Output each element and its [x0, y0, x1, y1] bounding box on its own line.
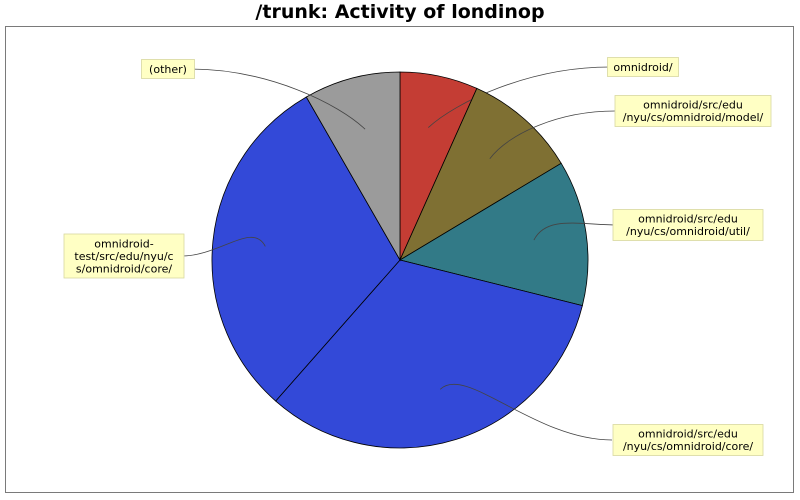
slice-label: omnidroid/ [607, 57, 679, 77]
svg-text:omnidroid/src/edu/nyu/cs/omnid: omnidroid/src/edu/nyu/cs/omnidroid/model… [623, 99, 764, 125]
callout-line [533, 222, 619, 241]
slice-label: omnidroid/src/edu/nyu/cs/omnidroid/core/ [612, 424, 764, 456]
svg-text:(other): (other) [149, 63, 187, 76]
pie-slice [305, 71, 401, 262]
slice-label: omnidroid/src/edu/nyu/cs/omnidroid/util/ [612, 209, 764, 241]
callout-line [181, 236, 266, 257]
svg-text:omnidroid/src/edu/nyu/cs/omnid: omnidroid/src/edu/nyu/cs/omnidroid/core/ [623, 428, 753, 454]
callout-line [489, 110, 616, 159]
svg-text:omnidroid/src/edu/nyu/cs/omnid: omnidroid/src/edu/nyu/cs/omnidroid/util/ [626, 213, 750, 239]
pie-slice [275, 259, 583, 449]
pie-slice [211, 96, 401, 402]
callout-line [439, 383, 613, 441]
svg-text:omnidroid/: omnidroid/ [613, 61, 673, 74]
pie-slice [398, 162, 589, 307]
slice-label: (other) [141, 59, 195, 79]
callout-line [428, 66, 611, 128]
pie-slice [399, 87, 562, 261]
slice-label: omnidroid-test/src/edu/nyu/c s/omnidroid/… [63, 233, 185, 279]
chart-title: /trunk: Activity of londinop [255, 1, 545, 23]
callout-line [189, 68, 366, 130]
svg-text:omnidroid-test/src/edu/nyu/cs/: omnidroid-test/src/edu/nyu/c s/omnidroid/… [74, 238, 173, 276]
slice-label: omnidroid/src/edu/nyu/cs/omnidroid/model… [614, 95, 772, 127]
